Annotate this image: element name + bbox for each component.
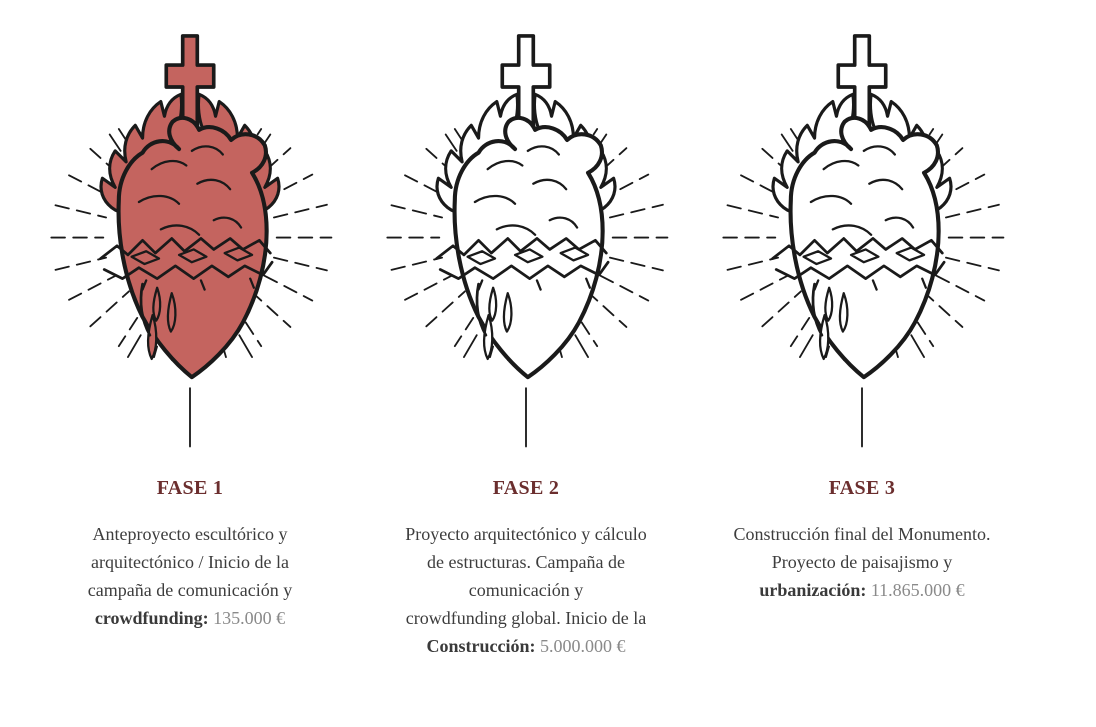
sacred-heart-illustration bbox=[358, 14, 694, 452]
sacred-heart-illustration bbox=[694, 14, 1030, 452]
description-line: arquitectónico / Inicio de la bbox=[91, 552, 289, 572]
project-phases-section: FASE 1 Anteproyecto escultórico y arquit… bbox=[22, 0, 1030, 660]
phase-title: FASE 1 bbox=[156, 477, 224, 499]
phase-card-3: FASE 3 Construcción final del Monumento.… bbox=[694, 14, 1030, 660]
description-price-line: urbanización: 11.865.000 € bbox=[706, 576, 1018, 604]
description-line: Construcción final del Monumento. bbox=[733, 524, 991, 544]
phase-description: Construcción final del Monumento. Proyec… bbox=[706, 520, 1018, 604]
phase-card-2: FASE 2 Proyecto arquitectónico y cálculo… bbox=[358, 14, 694, 660]
phase-price: 11.865.000 € bbox=[870, 580, 965, 600]
description-price-line: crowdfunding: 135.000 € bbox=[34, 604, 346, 632]
sacred-heart-icon bbox=[380, 14, 672, 452]
phase-price: 5.000.000 € bbox=[540, 636, 626, 656]
description-line: Proyecto de paisajismo y bbox=[771, 552, 953, 572]
description-line: de estructuras. Campaña de bbox=[427, 552, 625, 572]
sacred-heart-icon bbox=[44, 14, 336, 452]
phase-label: Construcción: bbox=[426, 636, 536, 656]
description-price-line: Construcción: 5.000.000 € bbox=[370, 632, 682, 660]
phase-title: FASE 2 bbox=[492, 477, 560, 499]
phase-title: FASE 3 bbox=[828, 477, 896, 499]
description-line: Anteproyecto escultórico y bbox=[92, 524, 288, 544]
description-line: crowdfunding global. Inicio de la bbox=[405, 608, 647, 628]
phase-card-1: FASE 1 Anteproyecto escultórico y arquit… bbox=[22, 14, 358, 660]
phase-label: crowdfunding: bbox=[94, 608, 209, 628]
sacred-heart-illustration bbox=[22, 14, 358, 452]
description-line: comunicación y bbox=[468, 580, 584, 600]
phase-price: 135.000 € bbox=[213, 608, 286, 628]
description-line: Proyecto arquitectónico y cálculo bbox=[405, 524, 647, 544]
sacred-heart-icon bbox=[716, 14, 1008, 452]
phase-description: Proyecto arquitectónico y cálculo de est… bbox=[370, 520, 682, 660]
phase-description: Anteproyecto escultórico y arquitectónic… bbox=[34, 520, 346, 632]
description-line: campaña de comunicación y bbox=[87, 580, 293, 600]
phase-label: urbanización: bbox=[759, 580, 867, 600]
